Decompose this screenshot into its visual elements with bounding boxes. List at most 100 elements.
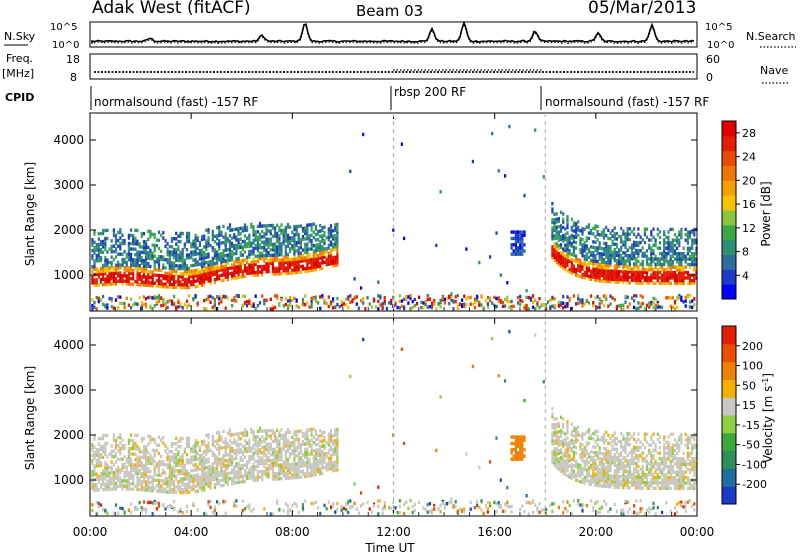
echo-cell (110, 266, 113, 270)
echo-cell (216, 258, 219, 262)
echo-cell (265, 445, 268, 449)
echo-cell (261, 224, 264, 228)
echo-cell (157, 478, 161, 483)
echo-cell (394, 303, 397, 307)
echo-cell (97, 450, 100, 454)
echo-cell (213, 445, 216, 449)
echo-cell (170, 302, 173, 306)
echo-cell (555, 465, 558, 470)
echo-cell (317, 254, 320, 258)
echo-cell (598, 305, 601, 310)
echo-cell (177, 280, 180, 284)
echo-cell (686, 295, 689, 299)
echo-cell (136, 468, 139, 473)
echo-cell (577, 225, 580, 229)
echo-cell (286, 511, 290, 516)
echo-cell (114, 236, 118, 240)
echo-cell (151, 243, 154, 247)
echo-cell (396, 510, 399, 515)
echo-cell (127, 247, 130, 251)
echo-cell (430, 305, 434, 310)
echo-cell (207, 279, 210, 283)
echo-cell (142, 480, 146, 484)
echo-cell (504, 304, 507, 308)
echo-cell (506, 486, 509, 490)
echo-cell (228, 447, 232, 451)
echo-cell (295, 230, 298, 234)
echo-cell (211, 296, 214, 300)
echo-cell (592, 253, 595, 258)
echo-cell (181, 306, 184, 310)
echo-cell (149, 251, 152, 255)
echo-cell (132, 274, 135, 278)
echo-cell (132, 303, 135, 307)
echo-cell (336, 441, 339, 445)
echo-cell (254, 246, 257, 250)
echo-cell (508, 329, 511, 334)
echo-cell (575, 259, 578, 264)
echo-cell (239, 267, 242, 271)
echo-cell (523, 249, 526, 253)
echo-cell (267, 245, 270, 249)
echo-cell (594, 240, 597, 244)
echo-cell (635, 248, 638, 253)
echo-cell (132, 474, 135, 478)
echo-cell (317, 450, 320, 455)
echo-cell (577, 268, 580, 273)
y-tick-label: 4000 (53, 133, 84, 147)
echo-cell (149, 437, 152, 441)
echo-cell (243, 245, 247, 249)
echo-cell (211, 246, 214, 250)
echo-cell (177, 458, 180, 462)
echo-cell (306, 447, 309, 451)
echo-cell (162, 463, 165, 467)
echo-cell (418, 500, 421, 504)
echo-cell (351, 299, 354, 304)
echo-cell (390, 298, 393, 303)
echo-cell (611, 272, 614, 276)
echo-cell (276, 442, 279, 446)
echo-cell (278, 439, 281, 443)
echo-cell (377, 504, 380, 509)
echo-cell (602, 252, 606, 256)
echo-cell (151, 459, 154, 463)
echo-cell (233, 457, 236, 461)
echo-cell (293, 225, 296, 229)
echo-cell (157, 465, 161, 469)
echo-cell (473, 297, 477, 301)
echo-cell (93, 467, 96, 471)
echo-cell (200, 453, 204, 457)
echo-cell (327, 257, 330, 261)
echo-cell (673, 270, 677, 275)
echo-cell (119, 506, 122, 510)
echo-cell (566, 252, 569, 257)
echo-cell (181, 488, 184, 492)
echo-cell (450, 298, 453, 302)
echo-cell (97, 256, 100, 260)
echo-cell (310, 438, 313, 442)
echo-cell (112, 433, 115, 437)
echo-cell (157, 273, 161, 278)
echo-cell (188, 266, 191, 271)
echo-cell (684, 270, 687, 275)
echo-cell (149, 281, 152, 285)
echo-cell (426, 294, 429, 298)
echo-cell (645, 227, 649, 231)
echo-cell (289, 225, 292, 229)
echo-cell (676, 260, 679, 264)
echo-cell (306, 223, 309, 227)
echo-cell (125, 481, 128, 486)
echo-cell (293, 233, 296, 237)
echo-cell (271, 304, 274, 309)
echo-cell (329, 253, 333, 258)
echo-cell (678, 276, 681, 280)
echo-cell (278, 247, 281, 252)
echo-cell (237, 451, 240, 455)
echo-cell (497, 297, 500, 301)
echo-cell (334, 439, 337, 443)
echo-cell (596, 230, 599, 234)
echo-cell (286, 504, 290, 508)
echo-cell (183, 242, 186, 246)
echo-cell (400, 299, 403, 303)
echo-cell (473, 305, 477, 310)
